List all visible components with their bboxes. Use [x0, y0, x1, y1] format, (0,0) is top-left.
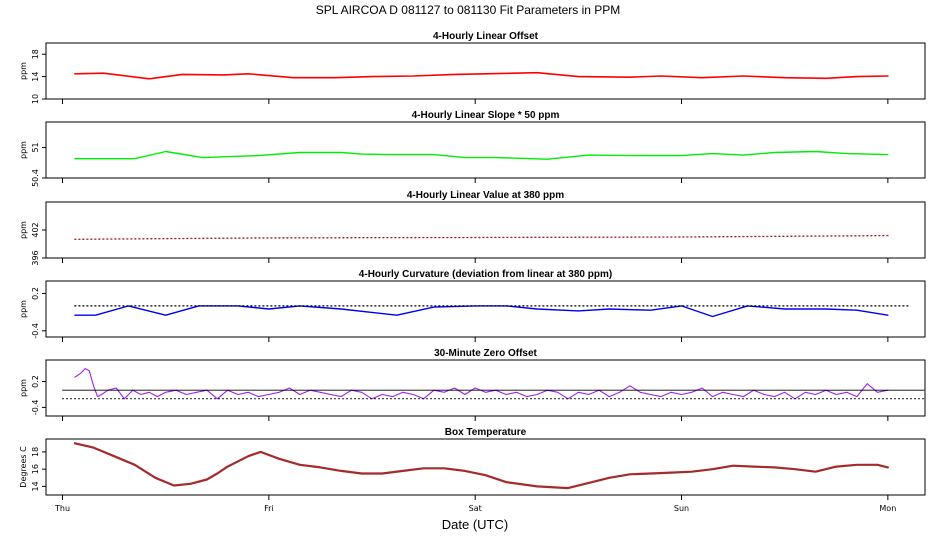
panel-frame — [45, 42, 926, 100]
y-tick-label: 51 — [31, 142, 40, 152]
y-axis-label: ppm — [19, 379, 28, 397]
series-line-1 — [74, 234, 889, 241]
y-tick-label: 18 — [31, 49, 40, 59]
series-line-1 — [74, 71, 889, 80]
y-tick-label: 50.4 — [31, 169, 40, 187]
panel-3: 4-Hourly Linear Value at 380 ppm 396 402pp… — [19, 190, 926, 266]
y-tick-label: 0.2 — [31, 375, 40, 388]
panel-title: 30-Minute Zero Offset — [434, 348, 537, 359]
y-axis-label: Degrees C — [19, 446, 28, 488]
y-tick-label: 18 — [31, 447, 40, 457]
panel-frame — [45, 280, 926, 338]
y-axis-label: ppm — [19, 300, 28, 318]
x-axis-label: Date (UTC) — [442, 517, 508, 532]
panel-title: 4-Hourly Linear Value at 380 ppm — [407, 190, 564, 201]
panel-title: 4-Hourly Linear Slope * 50 ppm — [412, 110, 560, 121]
y-tick-label: 402 — [31, 222, 40, 237]
y-tick-label: 14 — [31, 481, 40, 491]
y-tick-label: 10 — [31, 94, 40, 104]
y-axis-label: ppm — [19, 141, 28, 159]
y-axis-label: ppm — [19, 62, 28, 80]
panel-title: 4-Hourly Curvature (deviation from linea… — [359, 269, 612, 280]
panel-4: 4-Hourly Curvature (deviation from linea… — [19, 269, 926, 342]
panels: 4-Hourly Linear Offset101418ppm4-Hourly … — [19, 31, 926, 513]
series-line-1 — [74, 305, 889, 318]
panel-title: 4-Hourly Linear Offset — [433, 31, 539, 42]
x-tick-label: Sat — [469, 504, 482, 513]
panel-frame — [45, 359, 926, 417]
y-tick-label: -0.4 — [31, 400, 40, 416]
panel-frame — [45, 201, 926, 259]
y-axis-label: ppm — [19, 221, 28, 239]
x-tick-label: Thu — [54, 504, 70, 513]
series-line-1 — [73, 442, 890, 490]
x-tick-label: Sun — [674, 504, 689, 513]
figure-title: SPL AIRCOA D 081127 to 081130 Fit Parame… — [316, 3, 621, 17]
y-tick-label: 14 — [31, 72, 40, 82]
panel-title: Box Temperature — [445, 427, 527, 438]
x-tick-label: Fri — [264, 504, 274, 513]
y-tick-label: -0.4 — [31, 323, 40, 339]
series-line-1 — [74, 150, 889, 160]
series-line-1 — [74, 368, 889, 400]
y-tick-label: 16 — [31, 464, 40, 474]
panel-frame — [45, 121, 926, 179]
x-tick-label: Mon — [879, 504, 896, 513]
y-tick-label: 396 — [31, 250, 40, 265]
y-tick-label: 0.2 — [31, 287, 40, 300]
panel-frame — [45, 438, 926, 496]
